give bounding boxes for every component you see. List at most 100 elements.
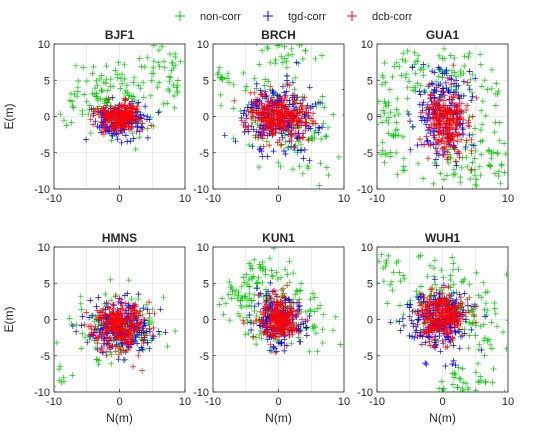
point-dcb-corr [133,309,140,316]
x-tick-label: 10 [338,193,350,205]
point-non-corr [448,84,455,90]
point-non-corr [378,151,385,158]
point-dcb-corr [442,102,449,109]
point-dcb-corr [450,137,457,144]
y-tick-label: -10 [193,184,209,196]
point-dcb-corr [100,131,107,138]
point-non-corr [447,277,454,283]
point-non-corr [270,247,277,252]
point-dcb-corr [277,315,284,322]
point-non-corr [253,334,259,341]
panel-title: WUH1 [425,231,461,245]
point-non-corr [230,105,237,112]
point-non-corr [238,304,245,311]
point-dcb-corr [449,115,456,122]
point-dcb-corr [109,111,116,118]
point-non-corr [503,271,508,278]
point-dcb-corr [302,127,309,134]
point-non-corr [107,76,114,83]
point-dcb-corr [118,317,125,324]
point-non-corr [241,279,248,286]
point-non-corr [277,142,284,149]
point-non-corr [108,351,115,358]
point-dcb-corr [106,342,113,348]
y-tick-label: 10 [197,242,209,254]
point-non-corr [286,258,293,265]
point-non-corr [388,278,395,285]
point-dcb-corr [451,315,458,322]
point-dcb-corr [298,106,305,113]
point-dcb-corr [95,335,102,341]
point-non-corr [169,59,175,66]
point-tgd-corr [450,342,457,349]
y-tick-label: -5 [363,351,373,363]
point-dcb-corr [435,141,442,148]
point-dcb-corr [444,109,451,116]
point-non-corr [138,63,145,70]
point-tgd-corr [461,290,468,297]
point-dcb-corr [288,303,295,309]
point-dcb-corr [88,326,95,332]
point-tgd-corr [270,90,277,97]
point-tgd-corr [254,285,261,292]
point-dcb-corr [243,115,250,122]
point-dcb-corr [262,125,269,132]
point-tgd-corr [248,327,255,333]
point-non-corr [219,295,226,302]
point-tgd-corr [69,323,76,329]
y-tick-label: 10 [361,242,373,254]
point-dcb-corr [456,310,463,317]
point-non-corr [473,183,480,189]
point-tgd-corr [274,97,281,104]
point-tgd-corr [280,83,286,90]
point-non-corr [457,375,464,382]
point-dcb-corr [101,340,108,347]
point-non-corr [245,277,252,283]
point-dcb-corr [148,122,155,129]
point-non-corr [489,345,495,352]
point-dcb-corr [436,312,443,319]
point-tgd-corr [450,142,457,149]
point-dcb-corr [285,113,292,120]
point-non-corr [268,272,275,279]
point-dcb-corr [103,325,109,332]
point-tgd-corr [422,360,429,366]
point-dcb-corr [114,312,121,319]
point-dcb-corr [120,347,127,354]
point-non-corr [220,311,227,318]
x-tick-label: -10 [46,193,62,205]
point-tgd-corr [420,114,426,121]
point-non-corr [253,313,260,319]
point-tgd-corr [450,290,457,296]
point-non-corr [69,372,76,379]
point-non-corr [238,283,245,290]
point-dcb-corr [281,294,288,301]
point-dcb-corr [447,327,454,334]
point-non-corr [487,163,494,170]
point-dcb-corr [281,320,288,327]
point-tgd-corr [407,301,414,308]
point-tgd-corr [399,315,406,322]
point-non-corr [69,98,75,105]
point-dcb-corr [277,123,284,130]
x-axis-label: N(m) [429,411,456,425]
point-non-corr [318,52,325,59]
point-non-corr [147,114,154,121]
point-non-corr [484,288,491,295]
point-tgd-corr [422,339,429,346]
point-tgd-corr [109,132,116,139]
point-non-corr [469,159,476,166]
point-non-corr [150,70,157,77]
point-dcb-corr [437,96,444,103]
point-tgd-corr [440,152,447,158]
point-non-corr [438,267,445,274]
point-dcb-corr [100,105,107,112]
point-dcb-corr [291,143,298,150]
point-dcb-corr [267,83,274,90]
point-tgd-corr [448,293,455,299]
point-non-corr [467,76,474,83]
point-tgd-corr [86,314,93,321]
point-non-corr [214,71,221,78]
point-tgd-corr [453,77,460,84]
point-dcb-corr [426,110,433,117]
